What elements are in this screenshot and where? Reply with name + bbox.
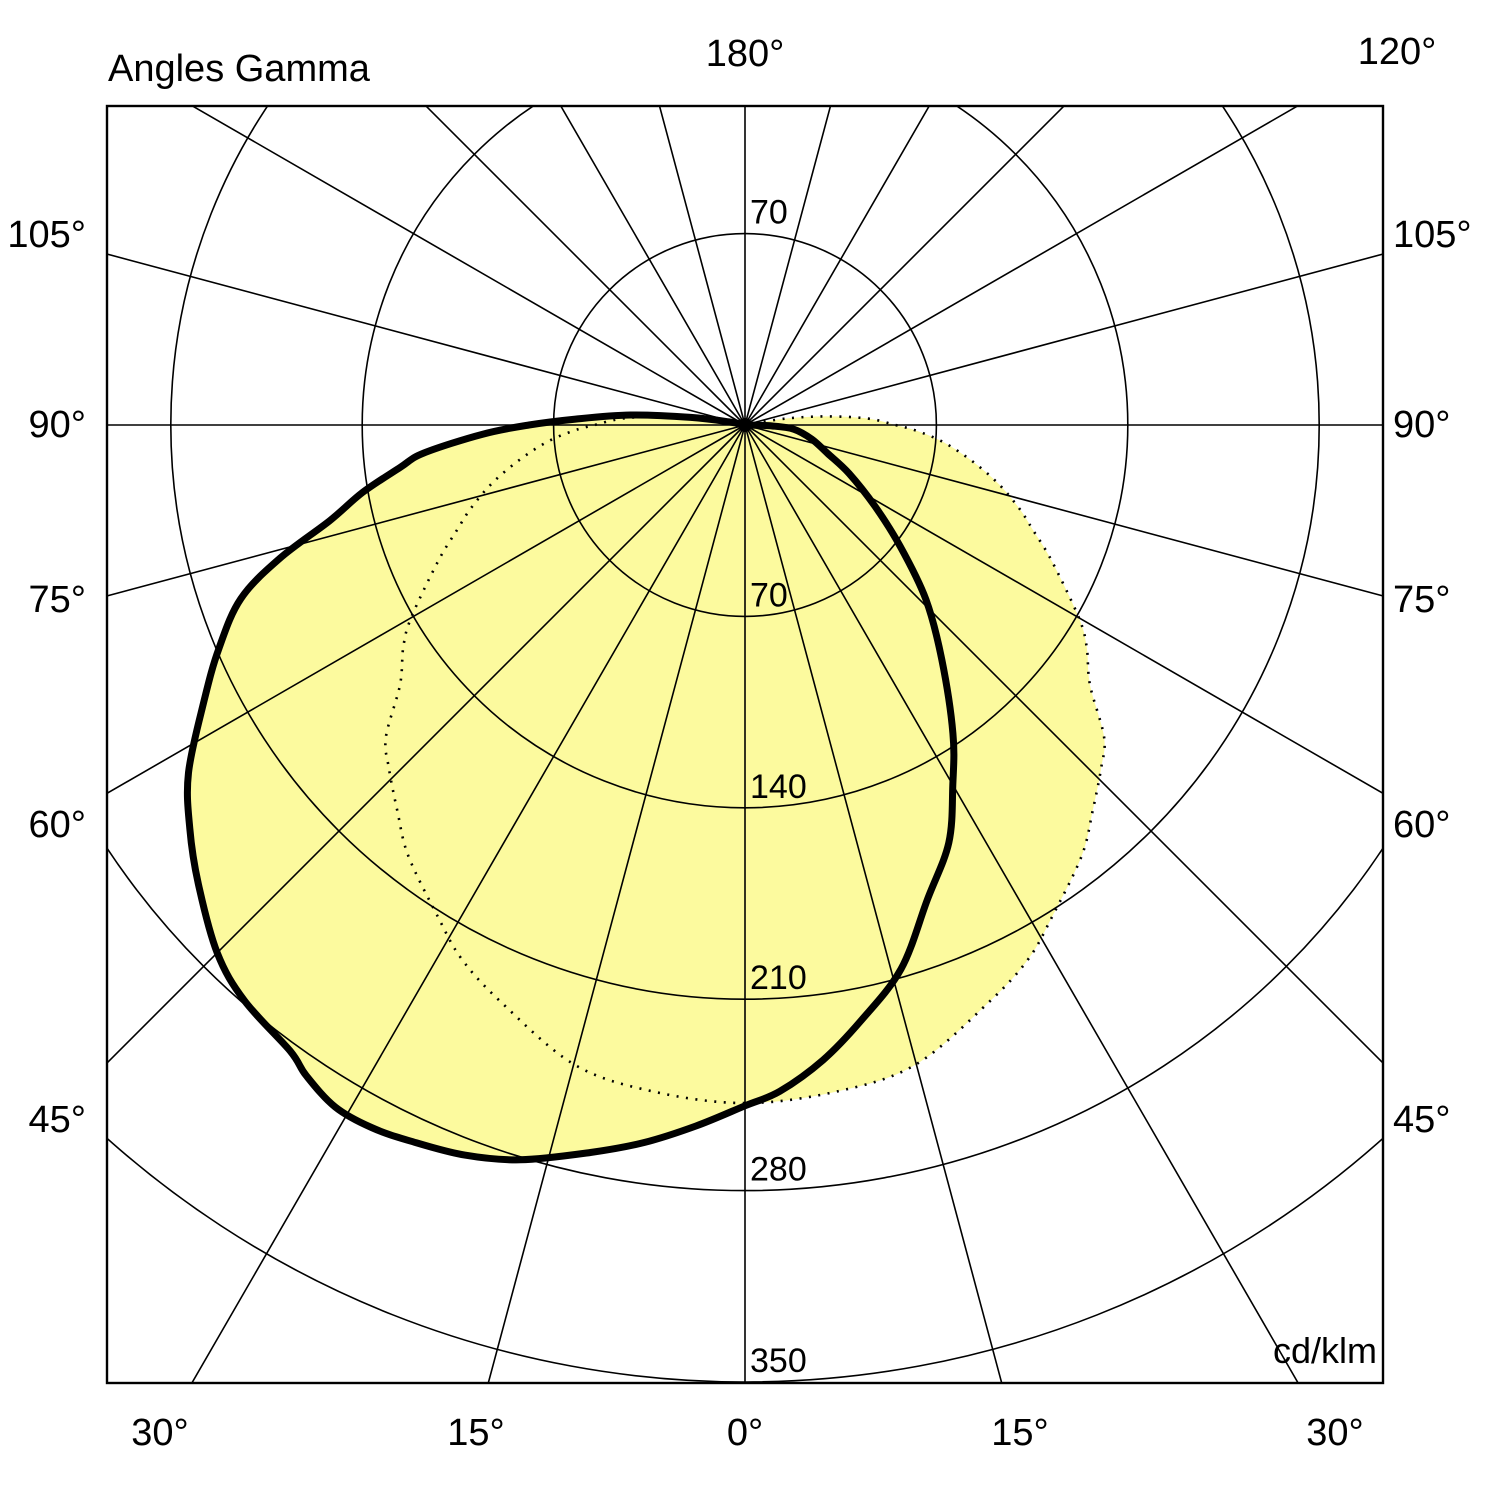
chart-frame [105,104,1385,1385]
radial-tick-label: 280 [750,1151,807,1189]
angle-label-bottom-30L: 30° [131,1412,189,1454]
polar-grid-ray [190,424,746,1383]
angle-label-left-45: 45° [28,1099,86,1141]
polar-grid-ray [744,424,1383,1065]
angle-label-bottom-0: 0° [726,1412,764,1454]
polar-grid-ray [744,424,1300,1383]
unit-label: cd/klm [1272,1330,1377,1371]
angle-label-right-75: 75° [1393,579,1451,621]
polar-grid-ray [744,424,1383,597]
radial-tick-label: 140 [750,768,807,806]
radial-tick-label: 70 [750,194,788,232]
polar-grid-ray [107,253,746,426]
angle-label-left-105: 105° [7,214,86,256]
curve-c0-c180 [183,411,958,1164]
polar-grid-ray [107,424,746,795]
angle-label-bottom-15L: 15° [447,1412,505,1454]
polar-grid-ray [658,106,746,426]
polar-grid-ray [744,106,1300,426]
curve-c90-c270 [384,415,1106,1105]
angle-label-180: 180° [705,33,785,75]
angle-label-right-45: 45° [1393,1099,1451,1141]
page-title: Angles Gamma [108,48,370,90]
polar-grid-ray [744,106,931,426]
polar-grid-ray [487,424,746,1383]
polar-grid-ray [107,424,746,597]
angle-label-bottom-30R: 30° [1306,1412,1364,1454]
polar-grid-ray [744,424,1383,795]
polar-grid-ray [190,106,746,426]
radial-tick-label: 70 [750,576,788,614]
polar-grid-ray [744,106,832,426]
angle-label-left-60: 60° [28,804,86,846]
polar-grid-ray [424,106,746,426]
polar-grid-ray [744,106,1066,426]
polar-center-hub [738,418,752,432]
angle-label-left-75: 75° [28,579,86,621]
polar-grid-ray [744,424,1003,1383]
angle-label-right-90: 90° [1393,404,1451,446]
radial-tick-label: 210 [750,959,807,997]
radial-tick-label: 350 [750,1342,807,1380]
polar-grid-ray [744,253,1383,426]
angle-label-120: 120° [1357,31,1437,73]
polar-grid-ray [107,424,746,1065]
polar-grid-ray [559,106,746,426]
angle-label-bottom-15R: 15° [991,1412,1049,1454]
angle-label-right-60: 60° [1393,804,1451,846]
angle-label-left-90: 90° [28,404,86,446]
angle-label-right-105: 105° [1393,214,1472,256]
